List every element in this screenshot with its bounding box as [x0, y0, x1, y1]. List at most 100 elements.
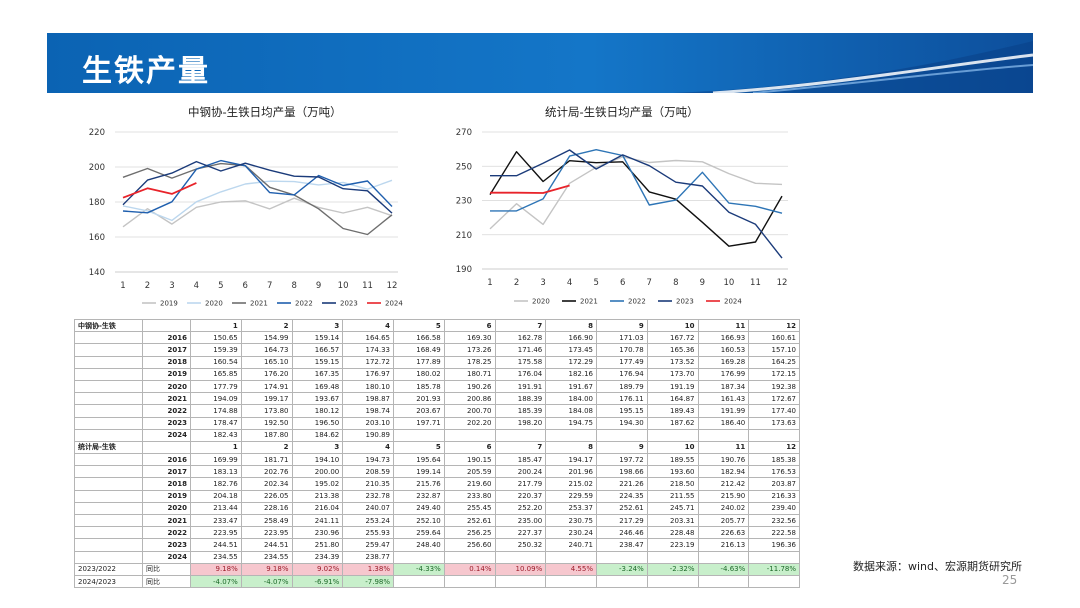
- x-tick-label: 7: [267, 281, 272, 291]
- value-cell: 164.65: [342, 331, 394, 345]
- x-tick-label: 4: [567, 278, 572, 288]
- value-cell: 172.72: [342, 355, 394, 369]
- value-cell: 184.62: [291, 428, 344, 442]
- yoy-value-cell: 9.18%: [190, 562, 242, 576]
- value-cell: 203.31: [646, 513, 699, 528]
- value-cell: 252.61: [596, 501, 648, 516]
- month-header: 10: [646, 440, 699, 455]
- value-cell: 249.40: [393, 501, 445, 516]
- value-cell: [545, 550, 597, 564]
- value-cell: 159.39: [190, 343, 242, 357]
- y-tick-label: 190: [456, 265, 472, 275]
- page-title: 生铁产量: [82, 54, 210, 89]
- table-row: 2016 150.65 154.99 159.14 164.65 166.58 169.30…: [74, 331, 800, 345]
- value-cell: 202.76: [240, 465, 293, 479]
- month-header: 7: [494, 318, 547, 333]
- value-cell: 198.87: [342, 392, 394, 406]
- series-line-2021: [122, 162, 393, 236]
- x-tick-label: 8: [291, 281, 296, 291]
- value-cell: 187.62: [646, 416, 699, 430]
- value-cell: 232.87: [393, 489, 445, 503]
- x-tick-label: 3: [540, 278, 545, 288]
- value-cell: 185.47: [494, 453, 547, 467]
- value-cell: 160.53: [697, 343, 750, 357]
- series-line-2023: [490, 149, 783, 259]
- table-row: 2020 213.44 228.16 216.04 240.07 249.40 255.45…: [74, 501, 800, 516]
- yoy-value-cell: [646, 574, 699, 589]
- legend-label-2024: 2024: [724, 298, 742, 306]
- chart1-title: 中钢协-生铁日均产量（万吨）: [188, 105, 342, 119]
- value-cell: 191.91: [494, 379, 547, 394]
- series-line-2023: [122, 160, 393, 214]
- table-header-row: 中钢协-生铁 1 2 3 4 5 6 7 8 9 10 11 12: [74, 318, 800, 333]
- row-blank: [74, 331, 143, 345]
- month-header: 4: [342, 318, 394, 333]
- value-cell: 200.24: [494, 465, 547, 479]
- value-cell: 256.25: [443, 526, 496, 540]
- value-cell: 181.71: [240, 453, 293, 467]
- value-cell: 259.64: [393, 526, 445, 540]
- value-cell: 196.36: [748, 538, 800, 552]
- value-cell: 182.43: [190, 428, 242, 442]
- value-cell: 244.51: [190, 538, 242, 552]
- value-cell: 164.73: [240, 343, 293, 357]
- x-tick-label: 10: [338, 281, 349, 291]
- month-header: 8: [545, 440, 597, 455]
- value-cell: 215.76: [393, 477, 445, 491]
- value-cell: 252.20: [494, 501, 547, 516]
- value-cell: 223.19: [646, 538, 699, 552]
- value-cell: [697, 428, 750, 442]
- y-tick-label: 270: [456, 128, 472, 138]
- month-header: 11: [697, 440, 750, 455]
- value-cell: 176.53: [748, 465, 800, 479]
- month-header: 12: [748, 440, 800, 455]
- value-cell: 172.67: [748, 392, 800, 406]
- yoy-value-cell: -4.63%: [697, 562, 750, 576]
- table-row: 2021 233.47 258.49 241.11 253.24 252.10 252.61…: [74, 513, 800, 528]
- row-blank: [74, 501, 143, 516]
- table-row: 2024 234.55 234.55 234.39 238.77: [74, 550, 800, 564]
- yoy-value-cell: -6.91%: [291, 574, 344, 589]
- y-tick-label: 250: [456, 162, 472, 172]
- value-cell: 165.36: [646, 343, 699, 357]
- value-cell: 227.37: [494, 526, 547, 540]
- month-header: 5: [393, 440, 445, 455]
- yoy-value-cell: 9.02%: [291, 562, 344, 576]
- table-row: 2018 160.54 165.10 159.15 172.72 177.89 178.25…: [74, 355, 800, 369]
- value-cell: 170.78: [596, 343, 648, 357]
- value-cell: 192.50: [240, 416, 293, 430]
- value-cell: 230.24: [545, 526, 597, 540]
- value-cell: 187.80: [240, 428, 293, 442]
- x-tick-label: 9: [316, 281, 321, 291]
- value-cell: 180.10: [342, 379, 394, 394]
- value-cell: [494, 428, 547, 442]
- value-cell: 194.10: [291, 453, 344, 467]
- month-header: 4: [342, 440, 394, 455]
- value-cell: 252.10: [393, 513, 445, 528]
- value-cell: 230.75: [545, 513, 597, 528]
- value-cell: 166.90: [545, 331, 597, 345]
- value-cell: 169.30: [443, 331, 496, 345]
- value-cell: 200.00: [291, 465, 344, 479]
- row-blank: [74, 489, 143, 503]
- value-cell: 166.57: [291, 343, 344, 357]
- year-cell: 2022: [142, 404, 191, 418]
- legend-label-2022: 2022: [628, 298, 646, 306]
- row-blank: [74, 526, 143, 540]
- value-cell: 187.34: [697, 379, 750, 394]
- value-cell: 202.34: [240, 477, 293, 491]
- x-tick-label: 11: [750, 278, 761, 288]
- value-cell: 241.11: [291, 513, 344, 528]
- value-cell: 177.49: [596, 355, 648, 369]
- year-cell: 2021: [142, 392, 191, 406]
- month-header: 1: [190, 318, 242, 333]
- x-tick-label: 5: [593, 278, 598, 288]
- value-cell: 172.29: [545, 355, 597, 369]
- value-cell: 194.30: [596, 416, 648, 430]
- value-cell: 173.45: [545, 343, 597, 357]
- year-cell: 2022: [142, 526, 191, 540]
- row-blank: [74, 343, 143, 357]
- value-cell: 251.80: [291, 538, 344, 552]
- value-cell: 238.77: [342, 550, 394, 564]
